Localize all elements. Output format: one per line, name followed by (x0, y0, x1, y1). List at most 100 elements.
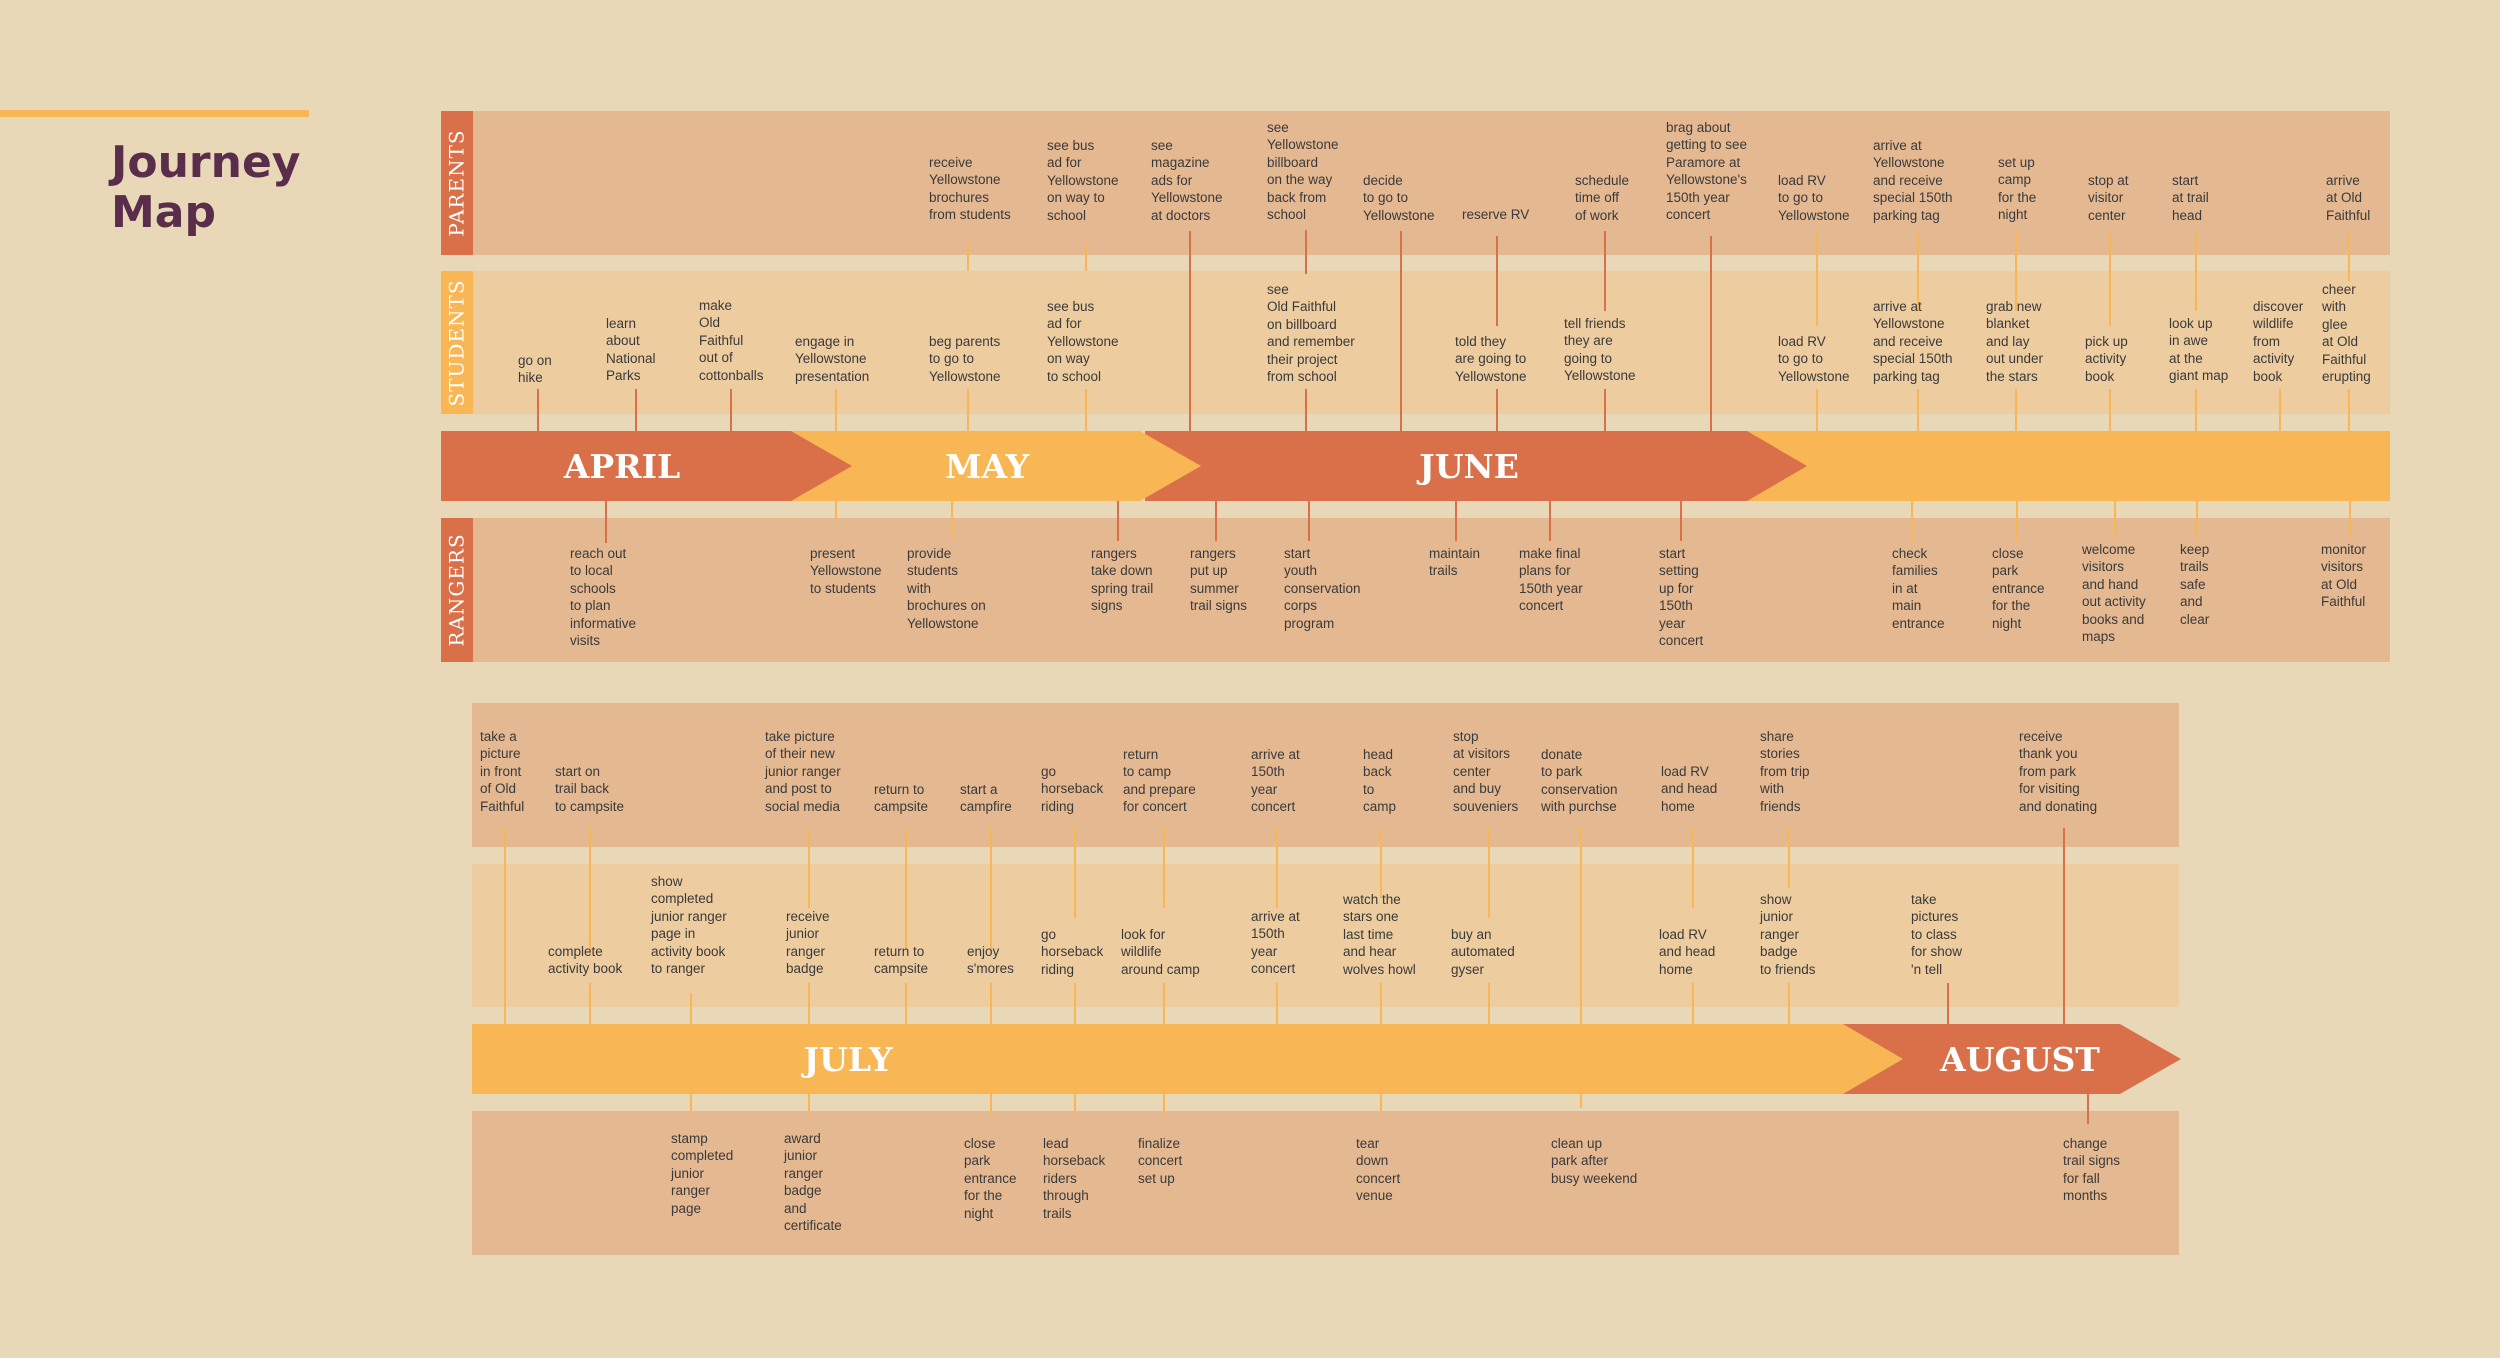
connector (835, 389, 837, 431)
parents-step: share stories from trip with friends (1760, 729, 1810, 814)
connector (2109, 231, 2111, 326)
connector (2016, 501, 2018, 541)
students-row-tag: STUDENTS (441, 271, 473, 414)
connector (1380, 828, 1382, 898)
students-step: grab new blanket and lay out under the s… (1986, 299, 2044, 384)
connector (1400, 231, 1402, 431)
connector (589, 983, 591, 1024)
connector (2349, 501, 2351, 537)
parents-step: start at trail head (2172, 173, 2209, 223)
connector (1163, 828, 1165, 908)
parents-step: decide to go to Yellowstone (1363, 173, 1435, 223)
connector (1305, 389, 1307, 431)
students-step: tell friends they are going to Yellowsto… (1564, 316, 1636, 384)
connector (1163, 983, 1165, 1024)
parents-lane-1 (441, 111, 2390, 255)
students-step: engage in Yellowstone presentation (795, 334, 870, 384)
rangers-step: close park entrance for the night (1992, 546, 2045, 631)
rangers-step: award junior ranger badge and certificat… (784, 1131, 842, 1234)
parents-step: arrive at 150th year concert (1251, 747, 1300, 815)
connector (1692, 983, 1694, 1024)
parents-step: take a picture in front of Old Faithful (480, 729, 525, 814)
students-step: pick up activity book (2085, 334, 2128, 384)
parents-step: start a campfire (960, 782, 1012, 815)
rangers-step: maintain trails (1429, 546, 1481, 579)
connector (1163, 1094, 1165, 1114)
connector (2279, 389, 2281, 431)
parents-step: schedule time off of work (1575, 173, 1630, 223)
rangers-row-tag: RANGERS (441, 518, 473, 662)
connector (1496, 236, 1498, 326)
parents-step: see bus ad for Yellowstone on way to sch… (1047, 138, 1119, 223)
parents-step: stop at visitor center (2088, 173, 2129, 223)
connector (835, 501, 837, 519)
rangers-step: rangers put up summer trail signs (1190, 546, 1248, 614)
month-june: JUNE (1416, 447, 1519, 486)
connector (605, 501, 607, 543)
rangers-step: provide students with brochures on Yello… (907, 546, 986, 631)
connector (1549, 501, 1551, 541)
students-step: go horseback riding (1041, 927, 1104, 977)
students-step: arrive at Yellowstone and receive specia… (1873, 299, 1953, 384)
connector (808, 828, 810, 908)
students-lane-1 (441, 271, 2390, 414)
rangers-step: welcome visitors and hand out activity b… (2082, 542, 2146, 645)
connector (951, 501, 953, 537)
parents-step: take picture of their new junior ranger … (765, 729, 841, 814)
connector (2195, 231, 2197, 311)
students-step: show completed junior ranger page in act… (651, 874, 727, 977)
connector (1380, 1094, 1382, 1114)
rangers-step: present Yellowstone to students (810, 546, 882, 596)
connector (1074, 1094, 1076, 1114)
parents-step: receive Yellowstone brochures from stude… (929, 155, 1011, 223)
may-arrow (790, 431, 1201, 501)
students-step: load RV and head home (1659, 927, 1716, 977)
rangers-step: stamp completed junior ranger page (671, 1131, 734, 1216)
connector (1911, 501, 1913, 541)
parents-step: arrive at Yellowstone and receive specia… (1873, 138, 1953, 223)
parents-step: donate to park conservation with purchse (1541, 747, 1618, 815)
connector (1604, 231, 1606, 311)
connector (730, 389, 732, 431)
connector (990, 1094, 992, 1114)
connector (1276, 828, 1278, 908)
parents-step: arrive at Old Faithful (2326, 173, 2371, 223)
connector (2063, 828, 2065, 1024)
month-april: APRIL (563, 447, 680, 486)
connector (2114, 501, 2116, 537)
students-step: take pictures to class for show 'n tell (1911, 892, 1963, 977)
connector (635, 389, 637, 431)
parents-step: see magazine ads for Yellowstone at doct… (1151, 138, 1223, 223)
connector (1117, 501, 1119, 541)
connector (905, 983, 907, 1024)
parents-step: reserve RV (1462, 207, 1530, 222)
connector (1085, 389, 1087, 431)
connector (2109, 389, 2111, 431)
parents-step: set up camp for the night (1998, 155, 2037, 223)
students-step: told they are going to Yellowstone (1455, 334, 1527, 384)
connector (1074, 983, 1076, 1024)
students-step: arrive at 150th year concert (1251, 909, 1300, 977)
august-arrow (1843, 1024, 2181, 1094)
students-step: learn about National Parks (606, 316, 656, 384)
rangers-step: make final plans for 150th year concert (1519, 546, 1583, 614)
rangers-step: keep trails safe and clear (2180, 542, 2210, 627)
connector (1455, 501, 1457, 541)
students-step: return to campsite (874, 944, 929, 977)
connector (504, 828, 506, 1024)
rangers-step: start youth conservation corps program (1284, 546, 1361, 631)
month-july: JULY (800, 1040, 892, 1079)
parents-lane-2 (472, 703, 2179, 847)
june-arrow (1145, 431, 1807, 501)
students-step: see Old Faithful on billboard and rememb… (1267, 282, 1355, 385)
parents-step: return to campsite (874, 782, 929, 815)
page-title: Journey Map (111, 137, 301, 238)
rangers-step: rangers take down spring trail signs (1091, 546, 1154, 614)
rangers-step: lead horseback riders through trails (1043, 1136, 1106, 1221)
connector (1189, 231, 1191, 431)
parents-step: head back to camp (1363, 747, 1397, 815)
connector (1085, 244, 1087, 271)
connector (1816, 389, 1818, 431)
parents-row-tag: PARENTS (441, 111, 473, 255)
connector (2348, 389, 2350, 431)
